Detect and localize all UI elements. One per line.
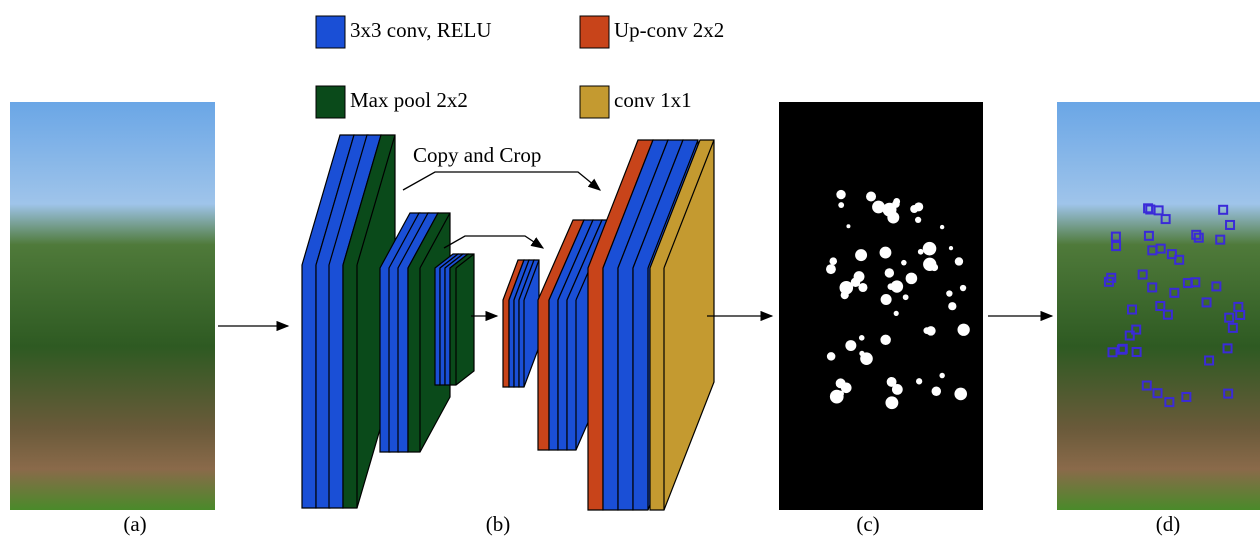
blob xyxy=(885,396,898,409)
blob xyxy=(826,264,836,274)
blob xyxy=(932,387,941,396)
panel-label: (b) xyxy=(486,512,511,536)
legend-label: conv 1x1 xyxy=(614,88,692,112)
legend-label: Max pool 2x2 xyxy=(350,88,468,112)
blob xyxy=(880,335,890,345)
legend-swatch xyxy=(316,86,345,118)
blob xyxy=(923,327,930,334)
blob xyxy=(939,373,944,378)
blob xyxy=(910,205,918,213)
blob xyxy=(846,224,850,228)
blob xyxy=(841,291,849,299)
blob xyxy=(887,212,899,224)
blob xyxy=(915,217,921,223)
panel-label: (c) xyxy=(856,512,879,536)
blob xyxy=(960,285,966,291)
blob xyxy=(903,294,909,300)
legend-label: 3x3 conv, RELU xyxy=(350,18,492,42)
blob xyxy=(923,258,936,271)
blob xyxy=(918,249,924,255)
panel-label: (a) xyxy=(123,512,146,536)
blob xyxy=(906,273,918,285)
blob xyxy=(916,378,922,384)
blob xyxy=(880,247,892,259)
blob xyxy=(901,260,907,266)
blob xyxy=(892,200,900,208)
blob xyxy=(923,242,937,256)
blob xyxy=(957,324,969,336)
blob xyxy=(954,388,967,401)
legend-label: Up-conv 2x2 xyxy=(614,18,724,42)
blob xyxy=(838,202,844,208)
unet-layers xyxy=(302,135,714,510)
blob xyxy=(854,271,865,282)
output-image xyxy=(1057,102,1260,510)
blob xyxy=(827,352,836,361)
blob xyxy=(860,352,873,365)
blob xyxy=(855,249,867,261)
legend-swatch xyxy=(580,16,609,48)
legend-swatch xyxy=(316,16,345,48)
blob xyxy=(948,302,956,310)
blob xyxy=(845,340,856,351)
blob xyxy=(946,290,952,296)
blob xyxy=(829,257,837,265)
copy-crop-label: Copy and Crop xyxy=(413,143,541,167)
panel-label: (d) xyxy=(1156,512,1181,536)
blob xyxy=(872,201,885,214)
blob xyxy=(841,382,852,393)
blob xyxy=(885,268,894,277)
layer xyxy=(450,254,474,385)
blob xyxy=(866,191,876,201)
input-image xyxy=(10,102,215,510)
blob xyxy=(888,283,895,290)
blob xyxy=(940,225,944,229)
blob xyxy=(892,384,903,395)
blob xyxy=(836,190,845,199)
blob xyxy=(859,335,865,341)
blob xyxy=(955,257,963,265)
figure: 3x3 conv, RELU Up-conv 2x2 Max pool 2x2 … xyxy=(0,0,1260,540)
blob xyxy=(881,294,892,305)
blob xyxy=(894,311,899,316)
blob xyxy=(949,246,953,250)
legend-swatch xyxy=(580,86,609,118)
